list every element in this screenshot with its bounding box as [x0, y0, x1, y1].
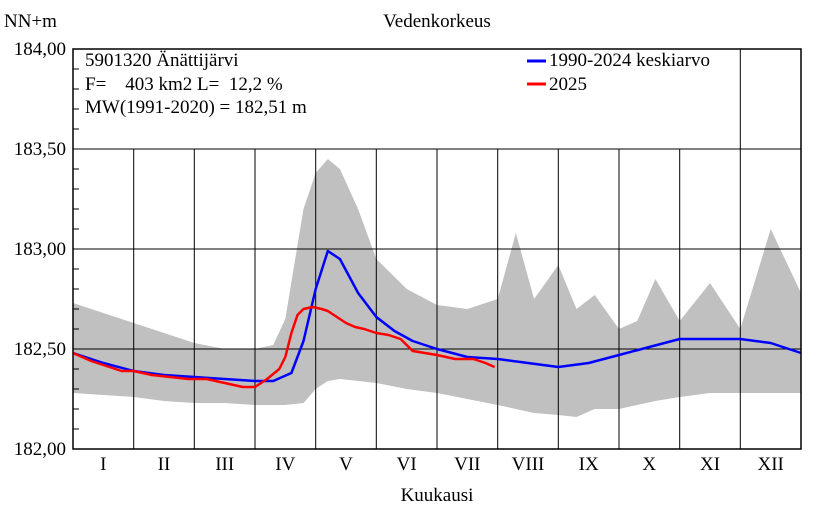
month-label: I	[100, 454, 106, 475]
y-tick-labels: 182,00 182,50 183,00 183,50 184,00	[14, 39, 66, 460]
month-label: III	[215, 454, 234, 475]
legend-label-average: 1990-2024 keskiarvo	[549, 50, 710, 71]
legend-label-2025: 2025	[549, 74, 587, 95]
info-station: 5901320 Änättijärvi	[85, 50, 239, 71]
month-label: XI	[700, 454, 720, 475]
series-2025-line	[72, 305, 496, 389]
plot-frame	[72, 48, 802, 450]
y-tick-label: 183,50	[14, 139, 66, 160]
grid-layer	[73, 49, 801, 449]
month-label: VII	[454, 454, 480, 475]
chart-title: Vedenkorkeus	[383, 11, 491, 32]
info-area: F= 403 km2 L= 12,2 %	[85, 74, 283, 95]
month-label: V	[339, 454, 353, 475]
month-label: XII	[758, 454, 784, 475]
series-average-line	[72, 249, 802, 383]
x-axis-label: Kuukausi	[401, 485, 474, 506]
month-label: IV	[275, 454, 295, 475]
month-label: VI	[397, 454, 417, 475]
month-label: VIII	[512, 454, 545, 475]
month-labels: I II III IV V VI VII VIII IX X XI XII	[100, 454, 784, 475]
y-tick-label: 183,00	[14, 239, 66, 260]
month-label: II	[158, 454, 171, 475]
legend: 1990-2024 keskiarvo 2025	[527, 50, 710, 95]
info-mean: MW(1991-2020) = 182,51 m	[85, 97, 307, 118]
y-tick-label: 184,00	[14, 39, 66, 60]
month-label: X	[642, 454, 656, 475]
series-layer	[72, 249, 802, 389]
y-tick-label: 182,00	[14, 439, 66, 460]
y-tick-layer	[73, 48, 79, 450]
y-axis-label: NN+m	[4, 11, 57, 32]
month-label: IX	[579, 454, 599, 475]
y-tick-label: 182,50	[14, 339, 66, 360]
info-box: 5901320 Änättijärvi F= 403 km2 L= 12,2 %…	[85, 50, 307, 118]
